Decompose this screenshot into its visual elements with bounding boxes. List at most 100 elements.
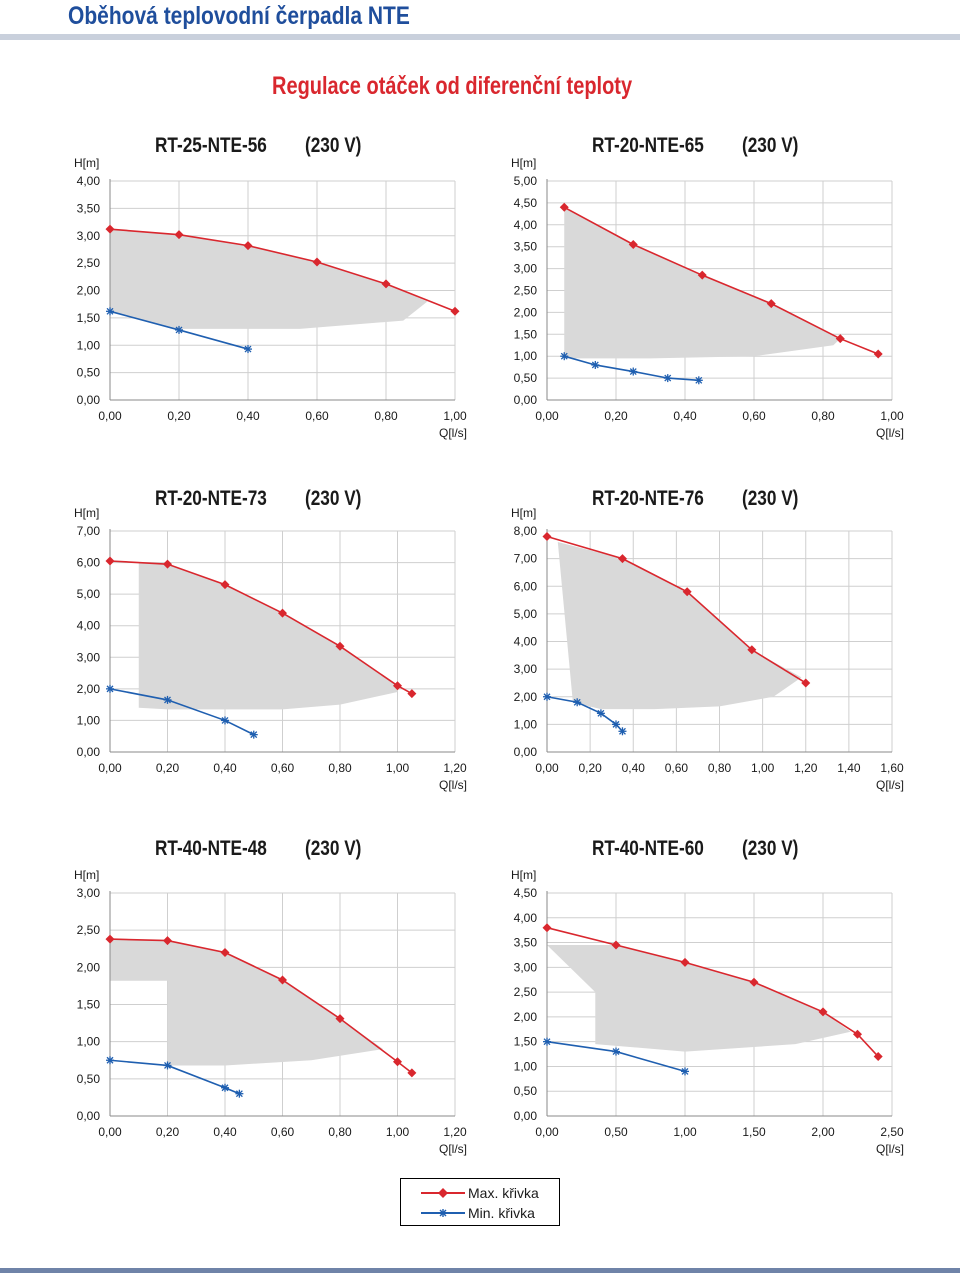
min-curve-point bbox=[106, 684, 114, 693]
y-tick-label: 0,50 bbox=[514, 371, 538, 385]
y-tick-label: 4,50 bbox=[514, 886, 538, 900]
x-tick-label: 1,00 bbox=[880, 409, 904, 423]
y-tick-label: 1,50 bbox=[514, 327, 538, 341]
chart-6: RT-40-NTE-60 (230 V) 0,00 0,50 1,00 1,50 2,00 2… bbox=[511, 838, 904, 1156]
y-tick-label: 2,00 bbox=[514, 305, 538, 319]
x-tick-label: 0,40 bbox=[213, 761, 237, 775]
chart-title: RT-20-NTE-76 bbox=[592, 488, 704, 511]
y-axis-label: H[m] bbox=[511, 868, 536, 882]
y-tick-label: 0,00 bbox=[514, 1109, 538, 1123]
max-curve-point bbox=[749, 977, 759, 987]
max-curve-point bbox=[542, 923, 552, 933]
min-curve-point bbox=[163, 695, 172, 704]
max-curve-line bbox=[109, 228, 456, 313]
x-tick-label: 0,20 bbox=[167, 409, 191, 423]
min-curve-point bbox=[618, 727, 627, 736]
x-tick-label: 0,80 bbox=[811, 409, 835, 423]
x-tick-label: 1,50 bbox=[742, 1125, 766, 1139]
y-axis-label: H[m] bbox=[511, 506, 536, 520]
chart-voltage: (230 V) bbox=[305, 838, 361, 861]
y-axis-label: H[m] bbox=[74, 868, 99, 882]
x-tick-label: 0,60 bbox=[742, 409, 766, 423]
y-tick-label: 2,00 bbox=[514, 690, 538, 704]
x-tick-label: 1,00 bbox=[673, 1125, 697, 1139]
y-tick-label: 3,00 bbox=[77, 229, 101, 243]
chart-voltage: (230 V) bbox=[742, 488, 798, 511]
y-tick-label: 4,50 bbox=[514, 196, 538, 210]
min-curve-point bbox=[681, 1067, 689, 1076]
max-curve-line bbox=[563, 206, 879, 355]
y-tick-label: 1,00 bbox=[77, 1035, 101, 1049]
y-axis-label: H[m] bbox=[74, 506, 99, 520]
max-curve-point bbox=[611, 940, 621, 950]
max-curve-point bbox=[853, 1029, 862, 1039]
y-tick-label: 2,00 bbox=[77, 682, 101, 696]
min-curve-point bbox=[543, 692, 551, 701]
operating-area bbox=[110, 560, 398, 710]
y-tick-label: 0,00 bbox=[77, 393, 101, 407]
y-tick-label: 1,00 bbox=[77, 338, 101, 352]
min-curve-line bbox=[109, 1059, 240, 1095]
operating-area bbox=[557, 542, 802, 710]
max-curve-point bbox=[312, 257, 322, 267]
x-tick-label: 1,20 bbox=[794, 761, 818, 775]
x-tick-label: 0,40 bbox=[236, 409, 260, 423]
chart-title: RT-25-NTE-56 bbox=[155, 135, 267, 158]
y-tick-label: 3,00 bbox=[514, 262, 538, 276]
chart-voltage: (230 V) bbox=[305, 488, 361, 511]
max-curve-point bbox=[220, 580, 230, 590]
y-tick-label: 2,50 bbox=[77, 256, 101, 270]
y-tick-label: 0,00 bbox=[77, 745, 101, 759]
min-curve-point bbox=[612, 1047, 620, 1056]
x-tick-label: 0,60 bbox=[271, 761, 295, 775]
y-tick-label: 1,00 bbox=[514, 717, 538, 731]
max-curve-point bbox=[617, 554, 627, 564]
legend-item-min: Min. křivka bbox=[401, 1203, 561, 1223]
chart-voltage: (230 V) bbox=[742, 838, 798, 861]
min-curve-point bbox=[560, 352, 569, 361]
max-curve-point bbox=[873, 1052, 883, 1062]
y-tick-label: 2,00 bbox=[514, 1010, 538, 1024]
max-curve-point bbox=[335, 641, 345, 651]
legend-label-max: Max. křivka bbox=[468, 1185, 539, 1201]
x-tick-label: 0,20 bbox=[578, 761, 602, 775]
max-curve-point bbox=[278, 975, 287, 985]
y-tick-label: 3,50 bbox=[514, 240, 538, 254]
y-tick-label: 7,00 bbox=[77, 524, 101, 538]
x-tick-label: 0,60 bbox=[305, 409, 329, 423]
x-tick-label: 0,00 bbox=[98, 761, 122, 775]
max-curve-point bbox=[105, 934, 115, 944]
max-curve-point bbox=[335, 1014, 345, 1024]
max-curve-point bbox=[220, 947, 230, 957]
max-curve-point bbox=[407, 1068, 417, 1078]
max-curve-point bbox=[559, 202, 569, 212]
x-tick-label: 0,80 bbox=[328, 761, 352, 775]
operating-area bbox=[547, 945, 851, 1052]
y-tick-label: 6,00 bbox=[514, 579, 538, 593]
y-tick-label: 5,00 bbox=[77, 587, 101, 601]
x-tick-label: 1,00 bbox=[386, 1125, 410, 1139]
y-axis-label: H[m] bbox=[74, 156, 99, 170]
bottom-rule bbox=[0, 1268, 960, 1273]
x-tick-label: 0,20 bbox=[604, 409, 628, 423]
page-title: Oběhová teplovodní čerpadla NTE bbox=[68, 2, 410, 30]
x-tick-label: 1,00 bbox=[386, 761, 410, 775]
y-tick-label: 3,00 bbox=[514, 662, 538, 676]
y-tick-label: 7,00 bbox=[514, 552, 538, 566]
min-curve-point bbox=[235, 1089, 244, 1098]
x-tick-label: 0,00 bbox=[535, 761, 559, 775]
y-tick-label: 4,00 bbox=[514, 911, 538, 925]
chart-legend: Max. křivka Min. křivka bbox=[400, 1178, 560, 1226]
x-tick-label: 0,40 bbox=[622, 761, 646, 775]
min-curve-point bbox=[694, 376, 703, 385]
x-tick-label: 0,60 bbox=[665, 761, 689, 775]
chart-3: RT-20-NTE-73 (230 V) 0,00 1,00 2,00 3,00 4,00 5… bbox=[74, 488, 467, 792]
y-tick-label: 8,00 bbox=[514, 524, 538, 538]
page-subtitle: Regulace otáček od diferenční teploty bbox=[272, 72, 633, 100]
x-tick-label: 0,50 bbox=[604, 1125, 628, 1139]
max-curve-point bbox=[381, 279, 391, 289]
min-curve-point bbox=[221, 716, 229, 725]
x-tick-label: 0,80 bbox=[374, 409, 398, 423]
x-tick-label: 1,60 bbox=[880, 761, 904, 775]
